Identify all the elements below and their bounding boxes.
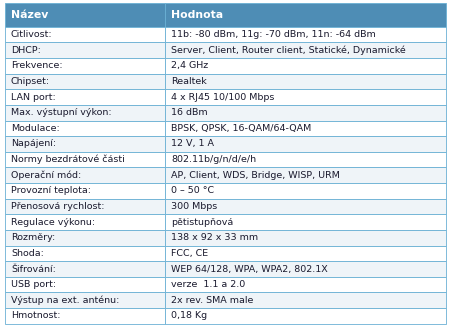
Text: 2,4 GHz: 2,4 GHz	[171, 61, 208, 70]
Text: Server, Client, Router client, Statické, Dynamické: Server, Client, Router client, Statické,…	[171, 45, 406, 55]
Text: pětistupňová: pětistupňová	[171, 218, 233, 227]
Bar	[166, 230, 446, 246]
Text: 0,18 Kg: 0,18 Kg	[171, 311, 207, 320]
Text: 2x rev. SMA male: 2x rev. SMA male	[171, 296, 253, 305]
Text: Regulace výkonu:: Regulace výkonu:	[11, 218, 95, 227]
Bar	[4, 199, 166, 214]
Bar	[4, 3, 166, 27]
Text: 4 x RJ45 10/100 Mbps: 4 x RJ45 10/100 Mbps	[171, 93, 274, 102]
Bar	[166, 105, 446, 121]
Bar	[166, 261, 446, 277]
Text: Název: Název	[11, 10, 48, 20]
Text: Chipset:: Chipset:	[11, 77, 50, 86]
Text: 16 dBm: 16 dBm	[171, 108, 208, 117]
Bar	[166, 58, 446, 74]
Text: 802.11b/g/n/d/e/h: 802.11b/g/n/d/e/h	[171, 155, 256, 164]
Bar	[166, 167, 446, 183]
Bar	[4, 136, 166, 152]
Text: Přenosová rychlost:: Přenosová rychlost:	[11, 202, 104, 211]
Text: Max. výstupní výkon:: Max. výstupní výkon:	[11, 108, 112, 117]
Text: Normy bezdrátové části: Normy bezdrátové části	[11, 155, 125, 164]
Bar	[4, 27, 166, 43]
Text: Šifrování:: Šifrování:	[11, 265, 56, 273]
Text: Citlivost:: Citlivost:	[11, 30, 53, 39]
Bar	[166, 152, 446, 167]
Bar	[166, 136, 446, 152]
Text: Modulace:: Modulace:	[11, 124, 60, 133]
Bar	[4, 292, 166, 308]
Bar	[4, 152, 166, 167]
Bar	[4, 261, 166, 277]
Text: Operační mód:: Operační mód:	[11, 170, 81, 180]
Bar	[4, 58, 166, 74]
Text: Hmotnost:: Hmotnost:	[11, 311, 60, 320]
Text: Realtek: Realtek	[171, 77, 207, 86]
Bar	[4, 121, 166, 136]
Bar	[166, 277, 446, 292]
Bar	[166, 43, 446, 58]
Text: BPSK, QPSK, 16-QAM/64-QAM: BPSK, QPSK, 16-QAM/64-QAM	[171, 124, 311, 133]
Bar	[4, 105, 166, 121]
Text: Výstup na ext. anténu:: Výstup na ext. anténu:	[11, 296, 119, 305]
Bar	[166, 308, 446, 324]
Bar	[4, 277, 166, 292]
Text: 138 x 92 x 33 mm: 138 x 92 x 33 mm	[171, 233, 258, 242]
Bar	[166, 27, 446, 43]
Text: Napájení:: Napájení:	[11, 139, 56, 148]
Bar	[166, 292, 446, 308]
Bar	[4, 74, 166, 89]
Bar	[4, 183, 166, 199]
Bar	[166, 246, 446, 261]
Text: Shoda:: Shoda:	[11, 249, 44, 258]
Bar	[166, 3, 446, 27]
Text: verze  1.1 a 2.0: verze 1.1 a 2.0	[171, 280, 245, 289]
Bar	[4, 89, 166, 105]
Bar	[4, 308, 166, 324]
Text: Hodnota: Hodnota	[171, 10, 223, 20]
Text: 300 Mbps: 300 Mbps	[171, 202, 217, 211]
Bar	[4, 167, 166, 183]
Text: 0 – 50 °C: 0 – 50 °C	[171, 186, 214, 195]
Text: LAN port:: LAN port:	[11, 93, 56, 102]
Bar	[4, 246, 166, 261]
Text: 11b: -80 dBm, 11g: -70 dBm, 11n: -64 dBm: 11b: -80 dBm, 11g: -70 dBm, 11n: -64 dBm	[171, 30, 376, 39]
Bar	[4, 230, 166, 246]
Bar	[4, 43, 166, 58]
Text: DHCP:: DHCP:	[11, 46, 41, 55]
Text: Rozměry:: Rozměry:	[11, 233, 55, 242]
Bar	[166, 89, 446, 105]
Text: FCC, CE: FCC, CE	[171, 249, 208, 258]
Text: AP, Client, WDS, Bridge, WISP, URM: AP, Client, WDS, Bridge, WISP, URM	[171, 171, 340, 180]
Text: Frekvence:: Frekvence:	[11, 61, 63, 70]
Text: WEP 64/128, WPA, WPA2, 802.1X: WEP 64/128, WPA, WPA2, 802.1X	[171, 265, 328, 273]
Bar	[166, 183, 446, 199]
Text: USB port:: USB port:	[11, 280, 56, 289]
Bar	[166, 74, 446, 89]
Text: 12 V, 1 A: 12 V, 1 A	[171, 139, 214, 148]
Bar	[4, 214, 166, 230]
Bar	[166, 121, 446, 136]
Bar	[166, 199, 446, 214]
Bar	[166, 214, 446, 230]
Text: Provozní teplota:: Provozní teplota:	[11, 186, 91, 195]
